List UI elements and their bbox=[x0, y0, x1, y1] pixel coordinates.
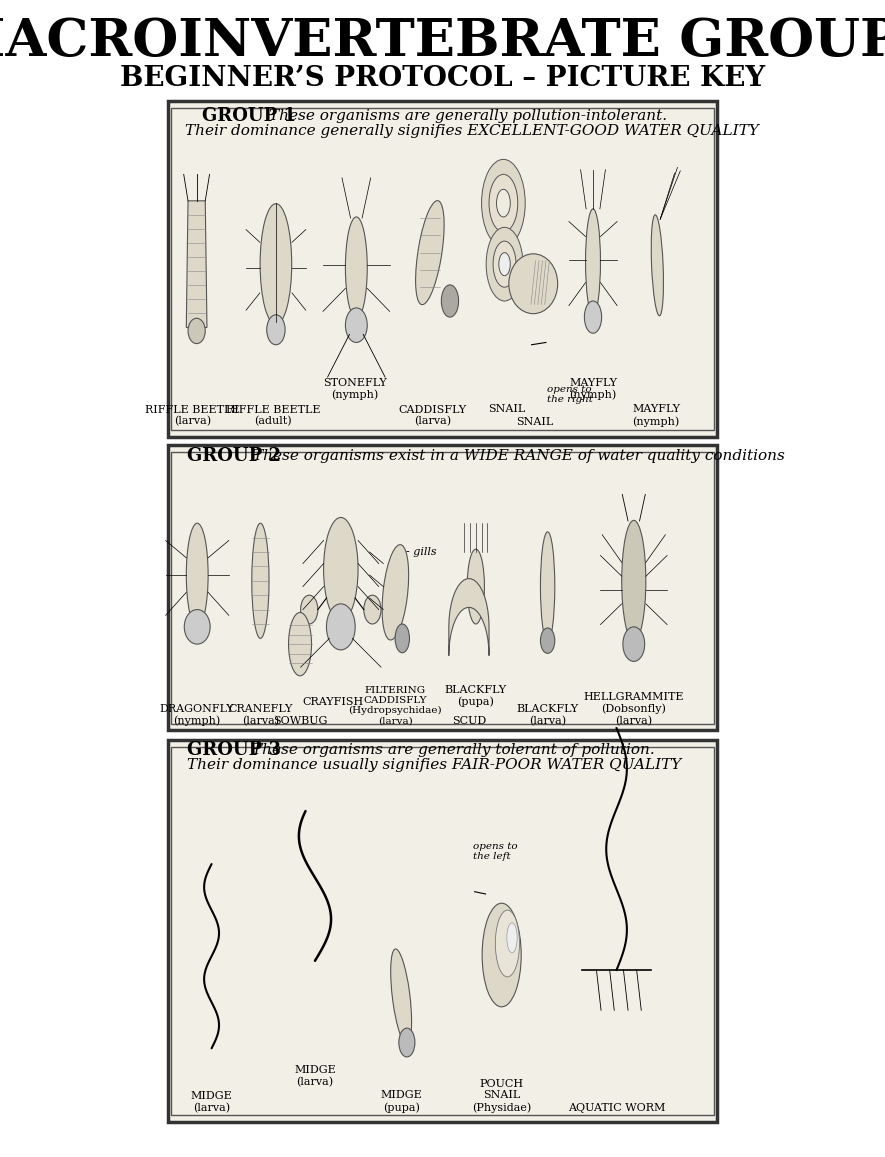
Text: BEGINNER’S PROTOCOL – PICTURE KEY: BEGINNER’S PROTOCOL – PICTURE KEY bbox=[120, 65, 765, 93]
Ellipse shape bbox=[584, 301, 602, 333]
Text: SOWBUG: SOWBUG bbox=[273, 716, 327, 725]
Text: opens to
the right: opens to the right bbox=[547, 384, 593, 404]
Text: - gills: - gills bbox=[406, 547, 437, 557]
Polygon shape bbox=[187, 201, 207, 327]
Ellipse shape bbox=[496, 190, 511, 218]
Text: HELLGRAMMITE
(Dobsonfly)
(larva): HELLGRAMMITE (Dobsonfly) (larva) bbox=[583, 692, 684, 725]
Text: MIDGE
(pupa): MIDGE (pupa) bbox=[381, 1091, 422, 1113]
Ellipse shape bbox=[266, 315, 285, 345]
Ellipse shape bbox=[541, 532, 555, 641]
Ellipse shape bbox=[345, 308, 367, 342]
Ellipse shape bbox=[390, 949, 412, 1044]
Text: CADDISFLY
(larva): CADDISFLY (larva) bbox=[398, 405, 466, 427]
Text: GROUP 1: GROUP 1 bbox=[203, 106, 296, 125]
Text: MAYFLY
(nymph): MAYFLY (nymph) bbox=[569, 377, 617, 400]
Text: CRANEFLY
(larva): CRANEFLY (larva) bbox=[228, 703, 293, 725]
Text: opens to
the left: opens to the left bbox=[473, 841, 518, 861]
Text: MIDGE
(larva): MIDGE (larva) bbox=[190, 1091, 233, 1113]
Ellipse shape bbox=[416, 200, 444, 304]
Text: STONEFLY
(nymph): STONEFLY (nymph) bbox=[323, 377, 387, 400]
Ellipse shape bbox=[399, 1029, 415, 1057]
Text: Their dominance generally signifies EXCELLENT-GOOD WATER QUALITY: Their dominance generally signifies EXCE… bbox=[185, 124, 759, 138]
Ellipse shape bbox=[345, 218, 367, 318]
Ellipse shape bbox=[289, 612, 312, 676]
Ellipse shape bbox=[301, 595, 318, 624]
Ellipse shape bbox=[324, 517, 358, 621]
Ellipse shape bbox=[586, 209, 600, 315]
Ellipse shape bbox=[496, 911, 519, 977]
Text: SNAIL: SNAIL bbox=[516, 417, 553, 427]
Text: POUCH
SNAIL
(Physidae): POUCH SNAIL (Physidae) bbox=[472, 1078, 531, 1113]
Text: These organisms are generally tolerant of pollution.: These organisms are generally tolerant o… bbox=[252, 743, 655, 757]
Text: AQUATIC WORM: AQUATIC WORM bbox=[568, 1103, 666, 1113]
Text: MACROINVERTEBRATE GROUPS: MACROINVERTEBRATE GROUPS bbox=[0, 16, 885, 67]
Ellipse shape bbox=[442, 285, 458, 317]
Ellipse shape bbox=[184, 610, 210, 644]
Text: SNAIL: SNAIL bbox=[489, 404, 526, 414]
Ellipse shape bbox=[252, 523, 269, 639]
Ellipse shape bbox=[489, 175, 518, 231]
Ellipse shape bbox=[187, 523, 208, 627]
Text: SCUD: SCUD bbox=[452, 716, 486, 725]
Text: MIDGE
(larva): MIDGE (larva) bbox=[294, 1066, 335, 1088]
Ellipse shape bbox=[541, 628, 555, 654]
FancyBboxPatch shape bbox=[168, 445, 717, 730]
Ellipse shape bbox=[493, 241, 516, 287]
Text: DRAGONFLY
(nymph): DRAGONFLY (nymph) bbox=[160, 703, 235, 725]
Text: These organisms exist in a WIDE RANGE of water quality conditions: These organisms exist in a WIDE RANGE of… bbox=[253, 449, 785, 464]
Ellipse shape bbox=[509, 253, 558, 314]
Text: RIFFLE BEETLE
(larva): RIFFLE BEETLE (larva) bbox=[145, 405, 240, 427]
Ellipse shape bbox=[507, 923, 517, 952]
Ellipse shape bbox=[188, 318, 205, 344]
Text: MAYFLY
(nymph): MAYFLY (nymph) bbox=[632, 404, 681, 427]
Ellipse shape bbox=[481, 160, 525, 246]
Ellipse shape bbox=[382, 545, 409, 640]
Ellipse shape bbox=[499, 252, 511, 275]
Ellipse shape bbox=[486, 227, 523, 301]
Text: GROUP 3: GROUP 3 bbox=[187, 742, 281, 759]
FancyBboxPatch shape bbox=[168, 739, 717, 1122]
Text: BLACKFLY
(larva): BLACKFLY (larva) bbox=[517, 703, 579, 725]
Text: GROUP 2: GROUP 2 bbox=[187, 448, 281, 465]
Text: These organisms are generally pollution-intolerant.: These organisms are generally pollution-… bbox=[269, 109, 667, 123]
Ellipse shape bbox=[482, 904, 521, 1007]
FancyBboxPatch shape bbox=[168, 101, 717, 437]
Ellipse shape bbox=[260, 204, 292, 325]
Ellipse shape bbox=[364, 595, 381, 624]
Ellipse shape bbox=[622, 521, 646, 641]
Text: RIFFLE BEETLE
(adult): RIFFLE BEETLE (adult) bbox=[226, 405, 320, 427]
Ellipse shape bbox=[327, 604, 355, 650]
Ellipse shape bbox=[623, 627, 644, 662]
Text: FILTERING
CADDISFLY
(Hydropsychidae)
(larva): FILTERING CADDISFLY (Hydropsychidae) (la… bbox=[349, 686, 442, 725]
Text: BLACKFLY
(pupa): BLACKFLY (pupa) bbox=[445, 685, 507, 707]
Text: Their dominance usually signifies FAIR-POOR WATER QUALITY: Their dominance usually signifies FAIR-P… bbox=[187, 758, 681, 772]
Ellipse shape bbox=[395, 624, 410, 653]
Text: CRAYFISH: CRAYFISH bbox=[303, 698, 364, 707]
Ellipse shape bbox=[651, 215, 664, 316]
Polygon shape bbox=[449, 578, 489, 656]
Ellipse shape bbox=[467, 550, 484, 624]
